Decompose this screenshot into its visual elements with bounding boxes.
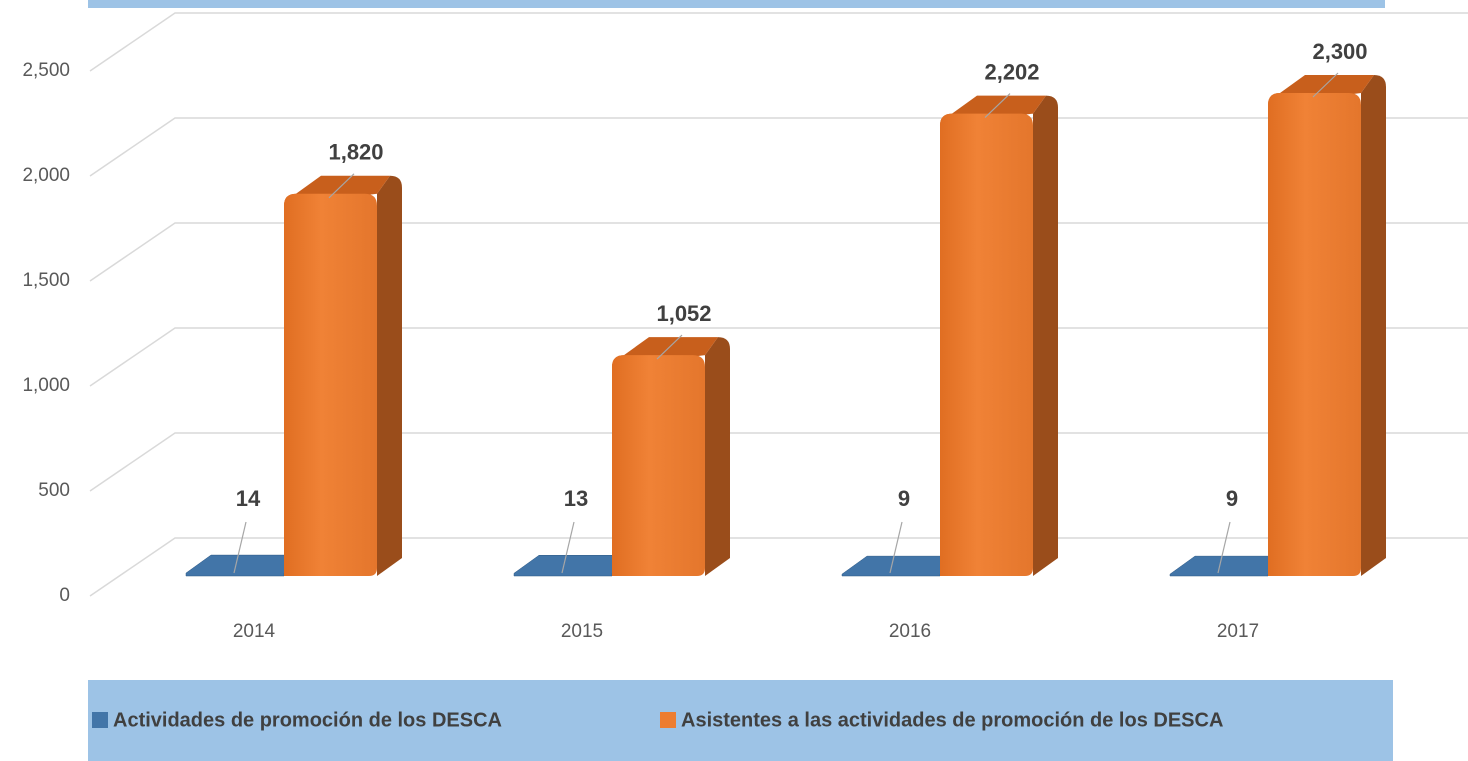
value-label: 1,820 — [328, 140, 383, 165]
leader-line — [233, 521, 247, 574]
x-tick-label: 2014 — [233, 621, 276, 642]
y-tick-label: 2,000 — [22, 165, 70, 186]
legend-label: Actividades de promoción de los DESCA — [113, 709, 502, 731]
bar — [612, 355, 705, 576]
bar-side — [377, 175, 402, 577]
bar — [284, 193, 377, 577]
leader-line — [328, 173, 355, 199]
legend-box — [88, 680, 1393, 761]
title-band — [88, 0, 1385, 8]
bar-side — [1033, 95, 1058, 576]
value-label: 1,052 — [656, 301, 711, 326]
x-tick-label: 2016 — [889, 621, 931, 642]
legend-label: Asistentes a las actividades de promoció… — [681, 709, 1223, 731]
y-tick-label: 1,000 — [22, 375, 70, 396]
leader-line — [656, 334, 683, 360]
y-tick-label: 1,500 — [22, 270, 70, 291]
x-tick-label: 2017 — [1217, 621, 1259, 642]
value-label: 2,202 — [984, 59, 1039, 84]
leader-line — [1217, 521, 1231, 574]
x-tick-label: 2015 — [561, 621, 603, 642]
leader-line — [561, 521, 575, 574]
y-tick-label: 2,500 — [22, 60, 70, 81]
leader-line — [984, 93, 1011, 119]
bar-side — [1361, 75, 1386, 576]
y-tick-label: 0 — [59, 585, 70, 606]
legend-swatch — [660, 712, 676, 728]
value-label: 9 — [1226, 486, 1238, 511]
leader-line — [889, 521, 903, 574]
value-label: 14 — [236, 486, 261, 511]
bar — [940, 113, 1033, 576]
grid-line — [89, 117, 1468, 177]
grid-line — [89, 12, 1468, 72]
y-tick-label: 500 — [38, 480, 70, 501]
value-label: 2,300 — [1312, 39, 1367, 64]
legend-swatch — [92, 712, 108, 728]
plot-area: 0 500 1,000 1,500 2,000 2,500 2014 14 1,820 2015 1… — [22, 12, 1468, 642]
leader-line — [1312, 72, 1339, 98]
bar-side — [705, 337, 730, 576]
bar — [1268, 93, 1361, 576]
value-label: 13 — [564, 486, 588, 511]
legend: Actividades de promoción de los DESCA Asi… — [92, 709, 1223, 731]
value-label: 9 — [898, 486, 910, 511]
